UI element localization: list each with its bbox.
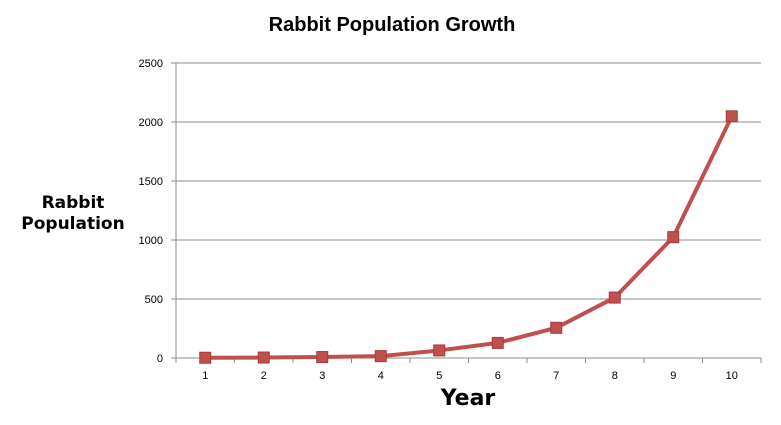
data-point-year-1	[199, 351, 212, 364]
data-point-year-9	[667, 231, 680, 244]
data-point-year-8	[608, 291, 621, 304]
data-point-year-3	[316, 351, 329, 364]
axes	[171, 62, 762, 363]
y-tick-label: 2500	[139, 58, 163, 70]
x-axis-label: Year	[440, 386, 496, 411]
y-tick-label: 1500	[139, 176, 163, 188]
x-tick-label: 2	[261, 370, 267, 382]
y-tick-label: 1000	[139, 235, 163, 247]
data-point-year-4	[374, 350, 387, 363]
data-point-year-2	[257, 351, 270, 364]
chart-title: Rabbit Population Growth	[269, 14, 516, 36]
y-tick-label: 500	[145, 294, 163, 306]
x-tick-label: 10	[726, 370, 738, 382]
y-axis-label: Rabbit Population	[21, 193, 124, 234]
data-point-year-10	[725, 110, 738, 123]
y-tick-label: 2000	[139, 117, 163, 129]
y-axis-label-line-2: Population	[21, 214, 124, 234]
x-tick-label: 7	[553, 370, 559, 382]
data-point-year-6	[491, 336, 504, 349]
data-point-year-7	[550, 321, 563, 334]
x-tick-label: 3	[319, 370, 325, 382]
x-tick-labels: 1 2 3 4 5 6 7 8 9 10	[202, 370, 738, 382]
series-group	[199, 110, 738, 364]
x-tick-label: 9	[670, 370, 676, 382]
data-point-year-5	[433, 344, 446, 357]
x-tick-label: 4	[378, 370, 384, 382]
x-tick-label: 5	[436, 370, 442, 382]
y-axis-label-line-1: Rabbit	[42, 193, 105, 213]
series-line	[203, 114, 734, 360]
gridlines	[176, 62, 761, 300]
y-tick-labels: 0 500 1000 1500 2000 2500	[139, 58, 163, 365]
x-tick-label: 1	[202, 370, 208, 382]
x-tick-label: 8	[612, 370, 618, 382]
x-tick-label: 6	[495, 370, 501, 382]
y-tick-label: 0	[157, 353, 163, 365]
